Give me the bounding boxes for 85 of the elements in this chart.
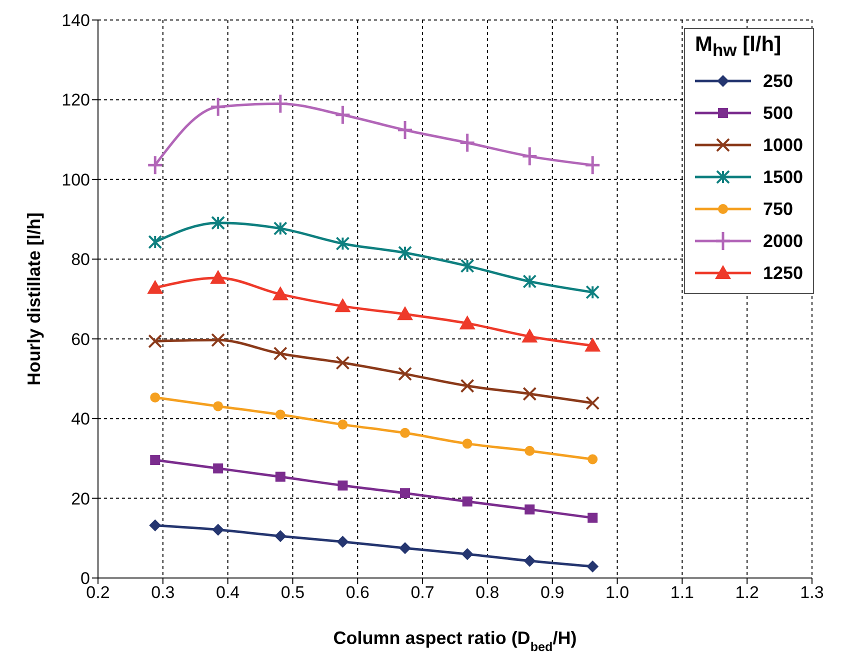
point — [210, 270, 226, 284]
point — [400, 428, 410, 438]
y-tick-label: 40 — [71, 410, 90, 429]
x-axis-title: Column aspect ratio (D$_{bed}$/H) — [333, 628, 577, 654]
point — [146, 154, 164, 176]
point — [213, 463, 224, 474]
point — [522, 328, 538, 342]
point — [399, 542, 412, 554]
point — [398, 246, 412, 260]
legend-label: 250 — [762, 70, 793, 92]
point — [336, 356, 350, 370]
point — [211, 216, 226, 230]
point — [148, 235, 162, 250]
legend-label: 2000 — [762, 230, 803, 252]
legend-label: 750 — [762, 198, 793, 220]
point — [336, 236, 350, 251]
point — [524, 504, 535, 514]
x-tick-label: 0.9 — [540, 583, 564, 602]
y-tick-label: 120 — [62, 90, 90, 110]
x-tick-label: 1.3 — [800, 583, 824, 602]
point — [149, 519, 162, 532]
point — [275, 410, 286, 420]
point — [398, 366, 412, 381]
point — [338, 420, 348, 430]
point — [397, 306, 414, 320]
point — [460, 378, 474, 393]
point — [275, 472, 286, 482]
point — [584, 154, 601, 176]
x-tick-label: 0.5 — [280, 583, 305, 602]
point — [586, 396, 600, 410]
point — [213, 401, 224, 412]
legend-title: M$_{hw}$ [l/h] — [694, 33, 782, 60]
point — [272, 93, 289, 114]
x-tick-label: 1.0 — [605, 583, 630, 602]
legend-label: 500 — [762, 102, 793, 124]
legend-label: 1250 — [762, 262, 803, 284]
y-tick-label: 80 — [71, 250, 90, 270]
x-tick-label: 1.2 — [735, 583, 759, 602]
point — [211, 333, 226, 348]
point — [459, 315, 476, 330]
point — [210, 96, 226, 118]
x-tick-label: 0.4 — [216, 583, 240, 602]
y-axis-title: Hourly distillate [l/h] — [24, 212, 44, 386]
point — [147, 280, 164, 294]
point — [586, 560, 599, 572]
point — [588, 454, 598, 464]
point — [150, 392, 160, 402]
x-tick-label: 0.3 — [151, 583, 175, 602]
point — [338, 480, 348, 491]
point — [522, 386, 537, 401]
point — [273, 346, 288, 361]
point — [460, 258, 474, 273]
point — [274, 530, 286, 542]
x-tick-label: 0.6 — [346, 583, 370, 602]
point — [461, 548, 474, 560]
point — [150, 455, 160, 466]
point — [334, 298, 351, 312]
y-tick-label: 20 — [71, 489, 90, 508]
point — [148, 334, 162, 348]
x-tick-label: 1.1 — [670, 583, 694, 602]
point — [462, 496, 472, 506]
y-tick-label: 100 — [62, 170, 90, 190]
legend-label: 1000 — [762, 134, 803, 156]
y-tick-label: 60 — [71, 330, 90, 349]
point — [462, 438, 472, 449]
point — [586, 285, 600, 300]
point — [334, 104, 351, 126]
point — [521, 146, 538, 167]
point — [273, 221, 288, 236]
point — [396, 120, 414, 140]
point — [524, 446, 535, 456]
point — [584, 338, 601, 352]
point — [336, 536, 349, 548]
x-tick-label: 0.8 — [476, 583, 500, 602]
point — [522, 274, 537, 288]
legend-label: 1500 — [762, 166, 803, 188]
point — [272, 286, 288, 300]
point — [524, 554, 536, 567]
point — [588, 512, 598, 523]
point — [400, 488, 410, 498]
x-tick-label: 0.2 — [86, 583, 110, 602]
x-tick-label: 0.7 — [410, 583, 434, 602]
point — [212, 524, 224, 536]
point — [459, 132, 476, 154]
y-tick-label: 140 — [62, 11, 90, 30]
